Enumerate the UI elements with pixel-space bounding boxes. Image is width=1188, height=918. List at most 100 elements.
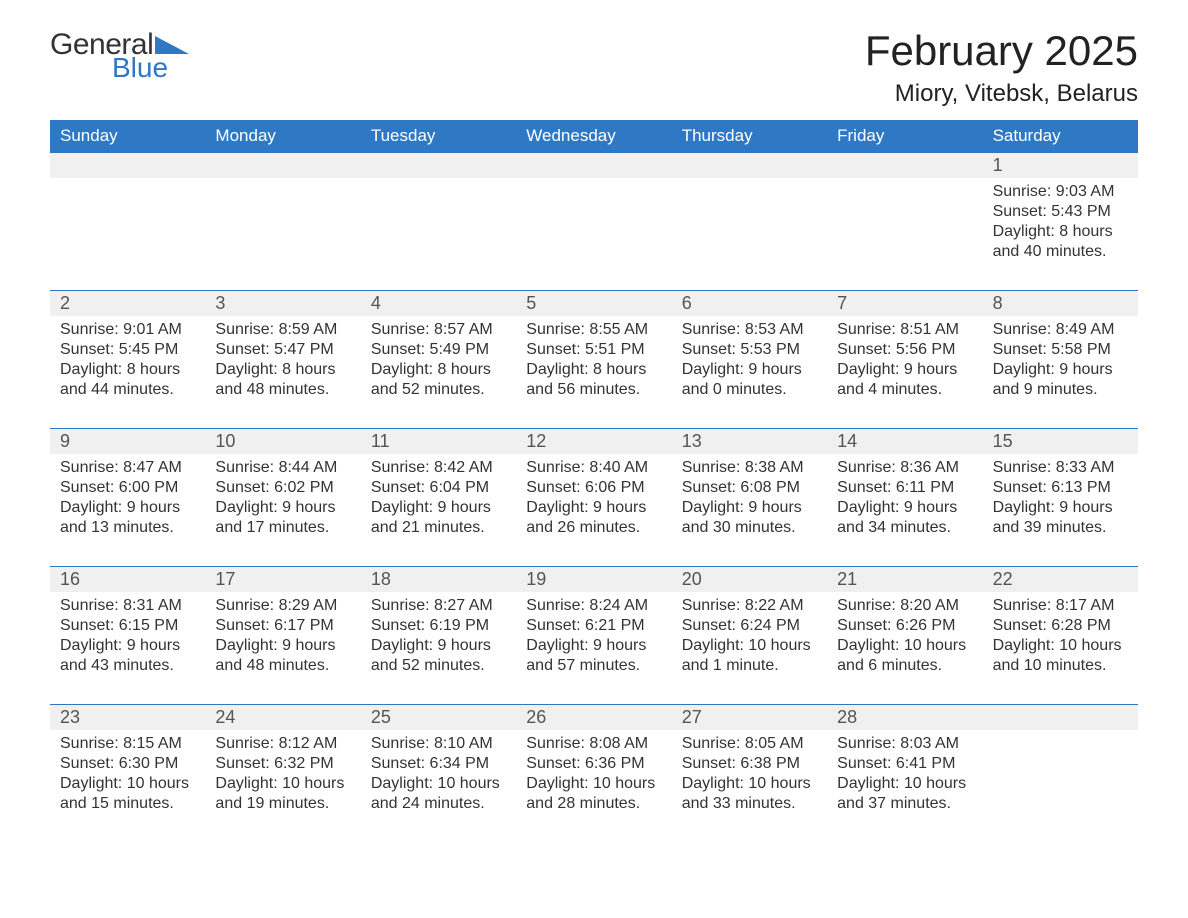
- day-number: [983, 705, 1138, 730]
- day-number: 16: [50, 567, 205, 592]
- day-sunset: Sunset: 6:02 PM: [215, 478, 350, 498]
- day-sunset: Sunset: 6:24 PM: [682, 616, 817, 636]
- day-number: [205, 153, 360, 178]
- day-daylight: Daylight: 9 hours and 43 minutes.: [60, 636, 195, 676]
- day-daylight: Daylight: 9 hours and 48 minutes.: [215, 636, 350, 676]
- day-sunrise: Sunrise: 9:01 AM: [60, 320, 195, 340]
- day-cell: Sunrise: 9:03 AMSunset: 5:43 PMDaylight:…: [983, 178, 1138, 290]
- dow-header: Tuesday: [361, 120, 516, 152]
- month-title: February 2025: [865, 30, 1138, 72]
- day-cell: Sunrise: 8:20 AMSunset: 6:26 PMDaylight:…: [827, 592, 982, 704]
- day-cell: Sunrise: 8:05 AMSunset: 6:38 PMDaylight:…: [672, 730, 827, 842]
- day-number: 5: [516, 291, 671, 316]
- day-number: 6: [672, 291, 827, 316]
- day-sunrise: Sunrise: 8:59 AM: [215, 320, 350, 340]
- day-number: 4: [361, 291, 516, 316]
- dow-header: Monday: [205, 120, 360, 152]
- day-cell: Sunrise: 8:49 AMSunset: 5:58 PMDaylight:…: [983, 316, 1138, 428]
- dow-header: Wednesday: [516, 120, 671, 152]
- day-number: 18: [361, 567, 516, 592]
- day-sunset: Sunset: 5:51 PM: [526, 340, 661, 360]
- calendar-week: 232425262728Sunrise: 8:15 AMSunset: 6:30…: [50, 704, 1138, 842]
- location-subtitle: Miory, Vitebsk, Belarus: [865, 80, 1138, 108]
- day-cell: Sunrise: 8:31 AMSunset: 6:15 PMDaylight:…: [50, 592, 205, 704]
- day-sunrise: Sunrise: 8:47 AM: [60, 458, 195, 478]
- day-cell: Sunrise: 8:51 AMSunset: 5:56 PMDaylight:…: [827, 316, 982, 428]
- day-sunset: Sunset: 5:53 PM: [682, 340, 817, 360]
- calendar-week: 16171819202122Sunrise: 8:31 AMSunset: 6:…: [50, 566, 1138, 704]
- day-daylight: Daylight: 9 hours and 17 minutes.: [215, 498, 350, 538]
- day-sunrise: Sunrise: 8:05 AM: [682, 734, 817, 754]
- day-sunrise: Sunrise: 8:53 AM: [682, 320, 817, 340]
- day-cell: Sunrise: 8:38 AMSunset: 6:08 PMDaylight:…: [672, 454, 827, 566]
- day-cell: Sunrise: 8:33 AMSunset: 6:13 PMDaylight:…: [983, 454, 1138, 566]
- day-sunset: Sunset: 6:19 PM: [371, 616, 506, 636]
- day-number: [516, 153, 671, 178]
- day-cell: Sunrise: 8:36 AMSunset: 6:11 PMDaylight:…: [827, 454, 982, 566]
- day-number: 17: [205, 567, 360, 592]
- day-sunrise: Sunrise: 8:31 AM: [60, 596, 195, 616]
- day-daylight: Daylight: 10 hours and 37 minutes.: [837, 774, 972, 814]
- day-sunset: Sunset: 6:34 PM: [371, 754, 506, 774]
- day-sunrise: Sunrise: 8:42 AM: [371, 458, 506, 478]
- day-sunset: Sunset: 6:04 PM: [371, 478, 506, 498]
- day-number: 11: [361, 429, 516, 454]
- daynum-row: 16171819202122: [50, 567, 1138, 592]
- day-cell: Sunrise: 8:22 AMSunset: 6:24 PMDaylight:…: [672, 592, 827, 704]
- day-sunset: Sunset: 5:47 PM: [215, 340, 350, 360]
- day-number: 26: [516, 705, 671, 730]
- day-sunset: Sunset: 6:11 PM: [837, 478, 972, 498]
- day-sunset: Sunset: 5:43 PM: [993, 202, 1128, 222]
- dow-header: Sunday: [50, 120, 205, 152]
- day-cell: Sunrise: 8:42 AMSunset: 6:04 PMDaylight:…: [361, 454, 516, 566]
- day-number: 22: [983, 567, 1138, 592]
- day-number: 19: [516, 567, 671, 592]
- day-daylight: Daylight: 8 hours and 48 minutes.: [215, 360, 350, 400]
- calendar-body: 1Sunrise: 9:03 AMSunset: 5:43 PMDaylight…: [50, 152, 1138, 842]
- day-daylight: Daylight: 9 hours and 30 minutes.: [682, 498, 817, 538]
- day-cell: Sunrise: 8:40 AMSunset: 6:06 PMDaylight:…: [516, 454, 671, 566]
- day-number: 14: [827, 429, 982, 454]
- day-cell: [361, 178, 516, 290]
- day-sunrise: Sunrise: 8:15 AM: [60, 734, 195, 754]
- day-daylight: Daylight: 9 hours and 21 minutes.: [371, 498, 506, 538]
- day-sunset: Sunset: 6:00 PM: [60, 478, 195, 498]
- day-number: 15: [983, 429, 1138, 454]
- day-cell: Sunrise: 8:17 AMSunset: 6:28 PMDaylight:…: [983, 592, 1138, 704]
- day-sunset: Sunset: 6:26 PM: [837, 616, 972, 636]
- day-number: 1: [983, 153, 1138, 178]
- day-sunset: Sunset: 5:49 PM: [371, 340, 506, 360]
- day-number: 28: [827, 705, 982, 730]
- day-sunset: Sunset: 6:21 PM: [526, 616, 661, 636]
- day-daylight: Daylight: 10 hours and 24 minutes.: [371, 774, 506, 814]
- logo: General Blue: [50, 30, 189, 82]
- day-number: 27: [672, 705, 827, 730]
- day-cell: Sunrise: 8:47 AMSunset: 6:00 PMDaylight:…: [50, 454, 205, 566]
- day-cell: [672, 178, 827, 290]
- day-daylight: Daylight: 9 hours and 0 minutes.: [682, 360, 817, 400]
- title-block: February 2025 Miory, Vitebsk, Belarus: [865, 30, 1138, 108]
- day-sunset: Sunset: 5:45 PM: [60, 340, 195, 360]
- day-cell: Sunrise: 8:53 AMSunset: 5:53 PMDaylight:…: [672, 316, 827, 428]
- day-sunrise: Sunrise: 8:57 AM: [371, 320, 506, 340]
- day-sunrise: Sunrise: 8:24 AM: [526, 596, 661, 616]
- day-number: 12: [516, 429, 671, 454]
- day-sunset: Sunset: 6:06 PM: [526, 478, 661, 498]
- day-cell: [827, 178, 982, 290]
- calendar-header-row: SundayMondayTuesdayWednesdayThursdayFrid…: [50, 120, 1138, 152]
- day-sunrise: Sunrise: 8:27 AM: [371, 596, 506, 616]
- day-cell: Sunrise: 8:44 AMSunset: 6:02 PMDaylight:…: [205, 454, 360, 566]
- day-cell: [205, 178, 360, 290]
- day-cell: Sunrise: 8:59 AMSunset: 5:47 PMDaylight:…: [205, 316, 360, 428]
- day-number: [361, 153, 516, 178]
- dow-header: Friday: [827, 120, 982, 152]
- day-cell: Sunrise: 8:29 AMSunset: 6:17 PMDaylight:…: [205, 592, 360, 704]
- day-number: 3: [205, 291, 360, 316]
- day-cell: Sunrise: 8:55 AMSunset: 5:51 PMDaylight:…: [516, 316, 671, 428]
- day-daylight: Daylight: 9 hours and 4 minutes.: [837, 360, 972, 400]
- day-daylight: Daylight: 8 hours and 40 minutes.: [993, 222, 1128, 262]
- day-daylight: Daylight: 10 hours and 33 minutes.: [682, 774, 817, 814]
- day-cell: Sunrise: 8:24 AMSunset: 6:21 PMDaylight:…: [516, 592, 671, 704]
- day-sunrise: Sunrise: 8:29 AM: [215, 596, 350, 616]
- day-daylight: Daylight: 9 hours and 13 minutes.: [60, 498, 195, 538]
